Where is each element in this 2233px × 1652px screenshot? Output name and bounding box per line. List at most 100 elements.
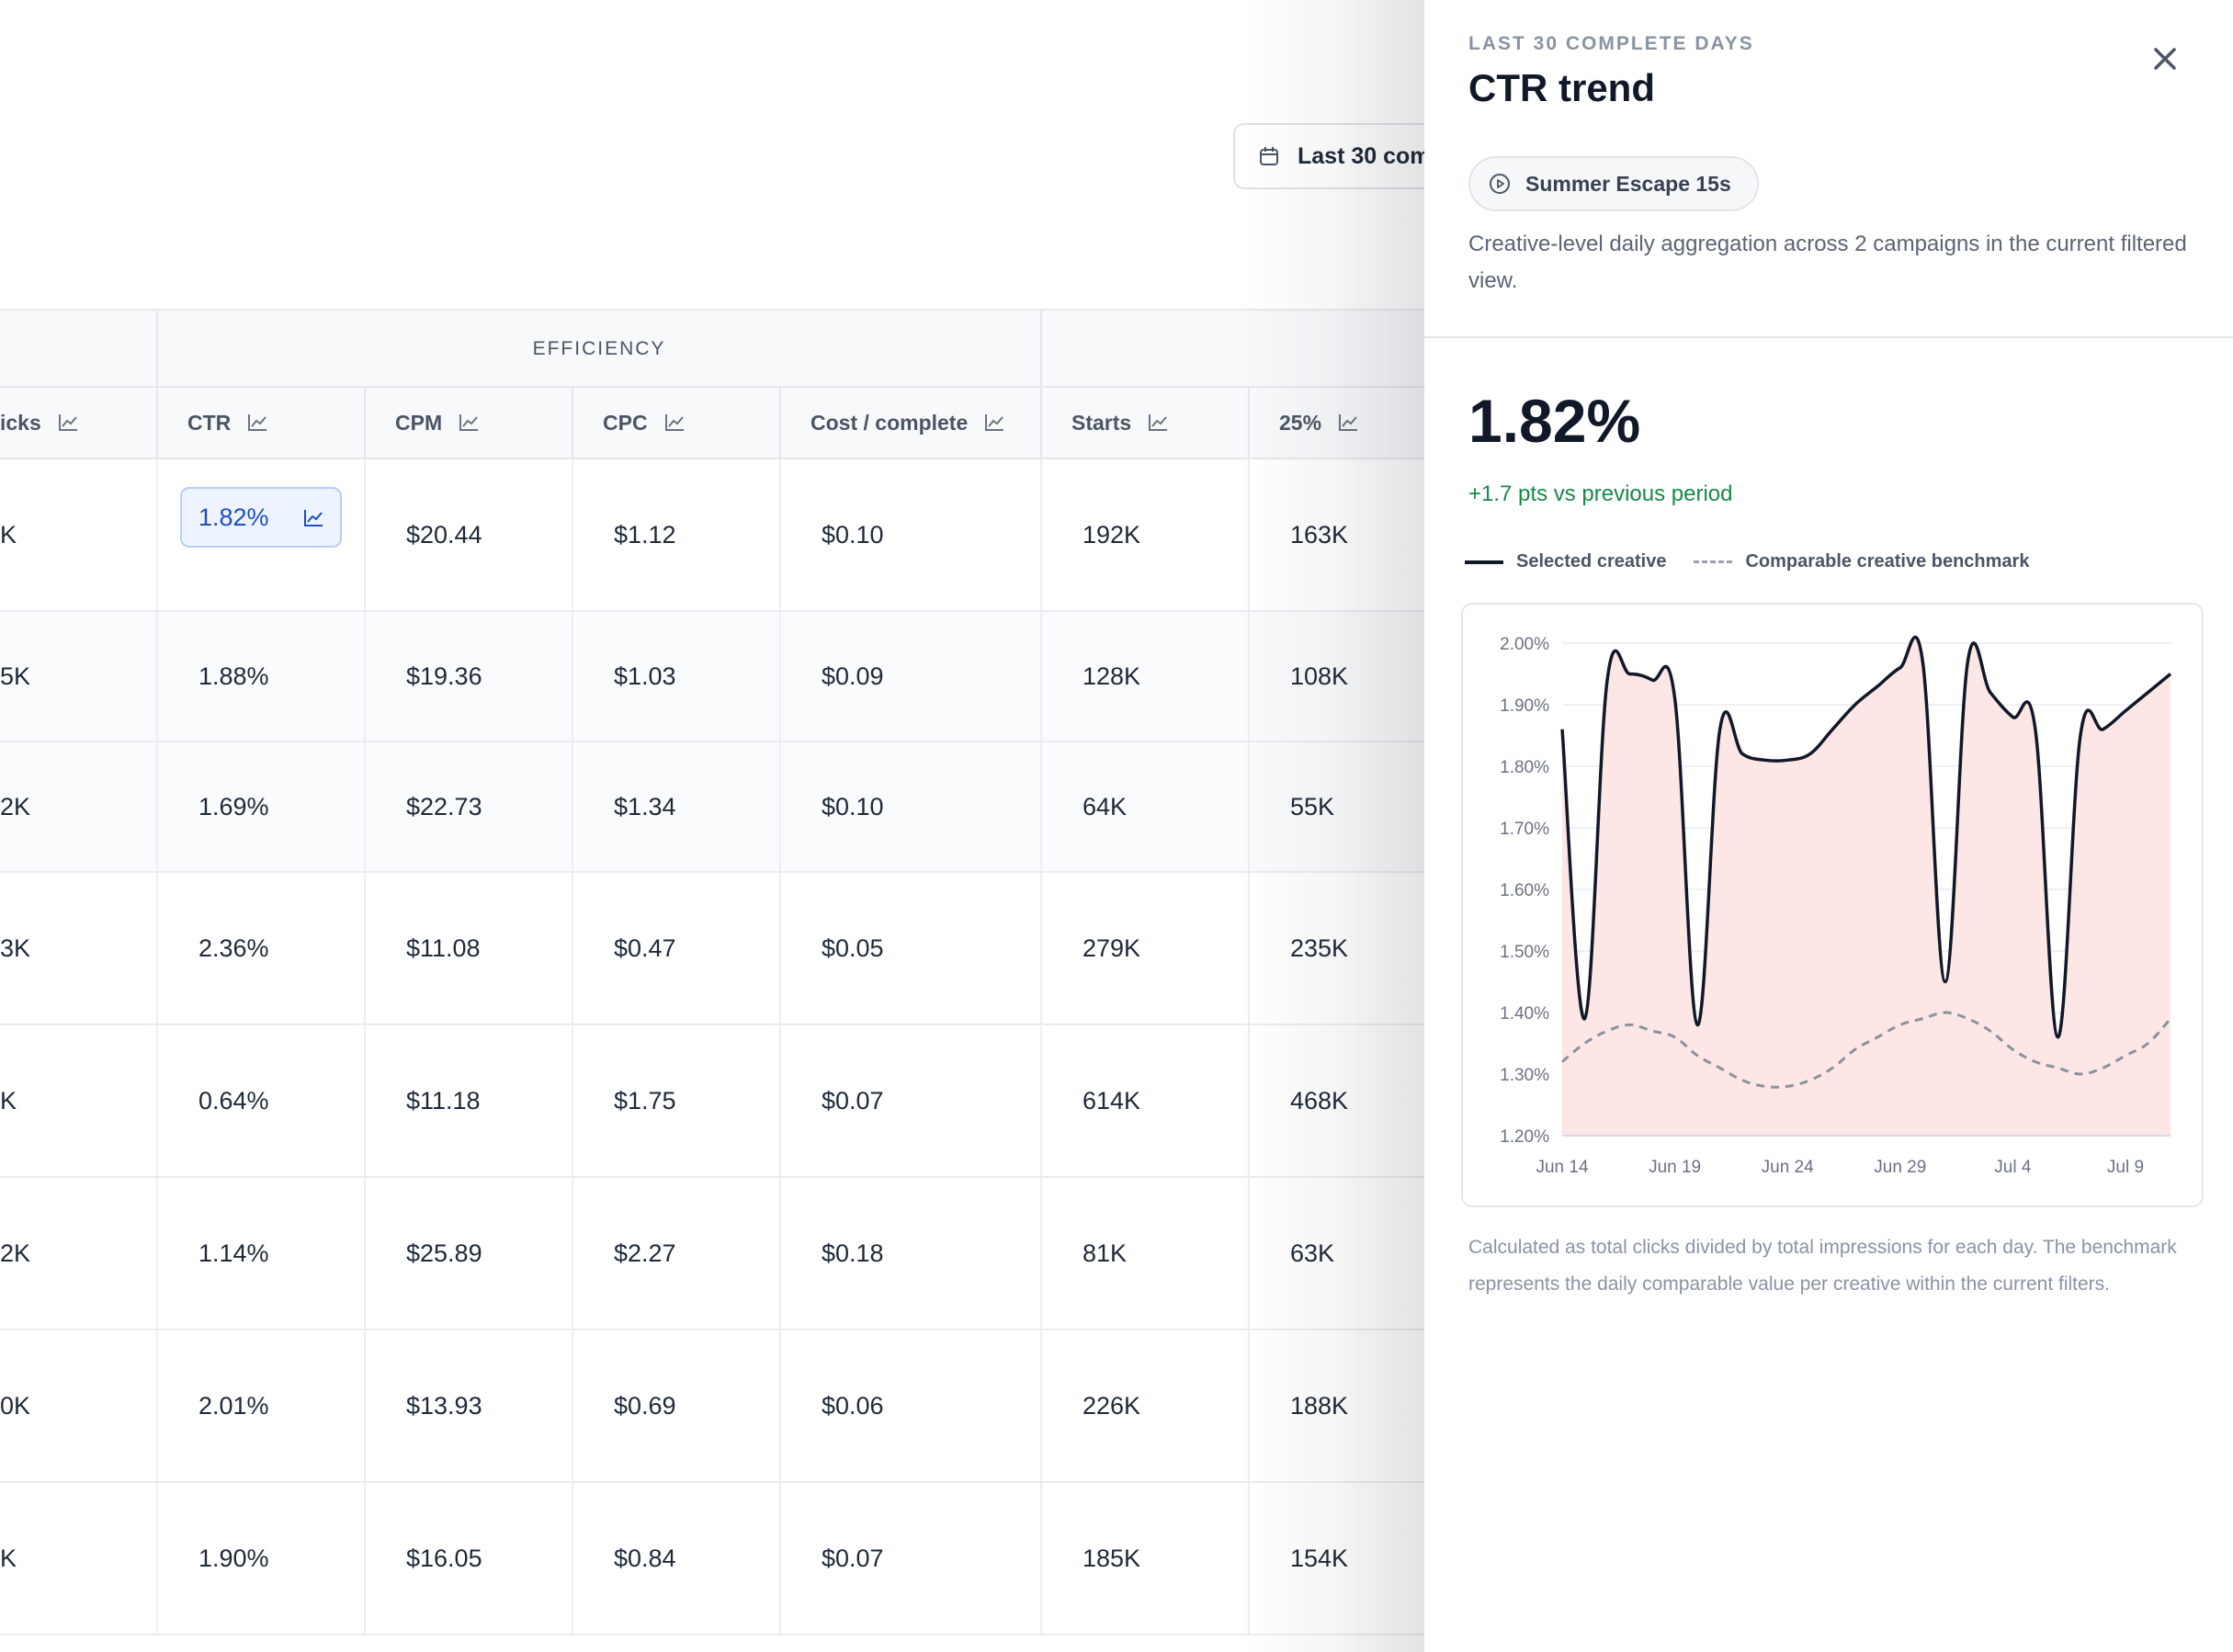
trend-chart-icon[interactable] [58, 413, 78, 432]
cell-cpm: $20.44 [364, 459, 572, 610]
trend-chart-icon[interactable] [1148, 413, 1168, 432]
cell-cost-per-complete: $0.10 [779, 459, 1040, 610]
cell-starts: 64K [1040, 742, 1248, 871]
chart-footnote: Calculated as total clicks divided by to… [1468, 1237, 2177, 1295]
cell-25-percent: 63K [1248, 1178, 1434, 1329]
cell-starts: 279K [1040, 873, 1248, 1024]
y-tick-label: 1.90% [1500, 696, 1549, 716]
calendar-icon [1260, 147, 1278, 165]
cell-25-percent: 108K [1248, 612, 1434, 741]
cell-starts: 128K [1040, 612, 1248, 741]
play-circle-icon [1490, 174, 1510, 194]
cell-cost-per-complete: $0.05 [779, 873, 1040, 1024]
table-row[interactable]: 5K 1.88% $19.36 $1.03 $0.09 128K 108K [0, 612, 1434, 742]
table-row[interactable]: K 0.64% $11.18 $1.75 $0.07 614K 468K [0, 1025, 1434, 1178]
cell-starts: 81K [1040, 1178, 1248, 1329]
drawer-description: Creative-level daily aggregation across … [1468, 232, 2187, 293]
ctr-trend-drawer: LAST 30 COMPLETE DAYS CTR trend Summer E… [1424, 0, 2233, 1652]
cell-cost-per-complete: $0.18 [779, 1178, 1040, 1329]
chart-legend: Selected creative Comparable creative be… [1465, 551, 2029, 572]
cell-cpm: $11.18 [364, 1025, 572, 1176]
column-header-clicks[interactable]: icks [0, 388, 156, 458]
cell-25-percent: 154K [1248, 1483, 1434, 1634]
x-tick-label: Jul 4 [1994, 1158, 2032, 1177]
cell-clicks: K [0, 1544, 17, 1572]
cell-cost-per-complete: $0.10 [779, 742, 1040, 871]
x-tick-label: Jun 29 [1874, 1158, 1926, 1177]
cell-cpc: $1.75 [572, 1025, 779, 1176]
column-header-cpc[interactable]: CPC [572, 388, 779, 458]
column-header-ctr[interactable]: CTR [156, 388, 364, 458]
cell-clicks: 2K [0, 1239, 31, 1267]
cell-cpc: $0.47 [572, 873, 779, 1024]
trend-chart-icon[interactable] [247, 413, 267, 432]
trend-chart-icon [304, 510, 323, 526]
column-header-starts[interactable]: Starts [1040, 388, 1248, 458]
drawer-title: CTR trend [1468, 66, 1655, 109]
cell-ctr: 1.14% [156, 1178, 364, 1329]
cell-25-percent: 235K [1248, 873, 1434, 1024]
selected-creative-series-line [1560, 635, 2172, 1039]
cell-ctr: 1.69% [156, 742, 364, 871]
cell-clicks: 3K [0, 933, 31, 962]
trend-chart-icon[interactable] [984, 413, 1004, 432]
cell-clicks: 5K [0, 662, 31, 690]
y-tick-label: 1.30% [1500, 1066, 1549, 1085]
y-tick-label: 1.70% [1500, 820, 1549, 839]
cell-25-percent: 163K [1248, 459, 1434, 610]
cell-cpm: $11.08 [364, 873, 572, 1024]
y-tick-label: 1.20% [1500, 1127, 1549, 1147]
cell-cost-per-complete: $0.07 [779, 1483, 1040, 1634]
cell-starts: 185K [1040, 1483, 1248, 1634]
cell-cpm: $22.73 [364, 742, 572, 871]
table-row[interactable]: 2K 1.14% $25.89 $2.27 $0.18 81K 63K [0, 1178, 1434, 1330]
trend-chart-icon[interactable] [459, 413, 479, 432]
column-group-row: EFFICIENCY [0, 309, 1434, 388]
ctr-trend-selected-button[interactable]: 1.82% [180, 487, 342, 548]
cell-25-percent: 188K [1248, 1330, 1434, 1481]
cell-starts: 226K [1040, 1330, 1248, 1481]
cell-clicks: 2K [0, 792, 31, 820]
y-tick-label: 1.50% [1500, 943, 1549, 962]
close-icon[interactable] [2147, 40, 2183, 77]
column-header-row: icks CTR CPM CPC Cost / complete Starts [0, 388, 1434, 459]
cell-cpm: $16.05 [364, 1483, 572, 1634]
metric-delta: +1.7 pts vs previous period [1468, 481, 1733, 506]
table-row[interactable]: K 1.90% $16.05 $0.84 $0.07 185K 154K [0, 1483, 1434, 1635]
table-row[interactable]: K $20.44 $1.12 $0.10 192K 163K 1.82% [0, 459, 1434, 612]
column-header-cpm[interactable]: CPM [364, 388, 572, 458]
column-header-25-percent[interactable]: 25% [1248, 388, 1434, 458]
cell-cost-per-complete: $0.06 [779, 1330, 1040, 1481]
column-group-efficiency: EFFICIENCY [156, 311, 1040, 388]
y-tick-label: 1.80% [1500, 758, 1549, 777]
table-row[interactable]: 2K 1.69% $22.73 $1.34 $0.10 64K 55K [0, 742, 1434, 873]
cell-25-percent: 55K [1248, 742, 1434, 871]
table-row[interactable]: 0K 2.01% $13.93 $0.69 $0.06 226K 188K [0, 1330, 1434, 1483]
trend-chart-icon[interactable] [664, 413, 685, 432]
ctr-trend-chart: 1.20% 1.30% 1.40% 1.50% 1.60% 1.70% 1.80% 1.90%… [1461, 603, 2204, 1207]
cell-starts: 614K [1040, 1025, 1248, 1176]
cell-cpm: $19.36 [364, 612, 572, 741]
cell-ctr: 2.01% [156, 1330, 364, 1481]
cell-ctr [156, 459, 364, 610]
trend-chart-icon[interactable] [1338, 413, 1358, 432]
cell-cpc: $2.27 [572, 1178, 779, 1329]
drawer-header: LAST 30 COMPLETE DAYS CTR trend Summer E… [1424, 0, 2233, 338]
column-header-cost-per-complete[interactable]: Cost / complete [779, 388, 1040, 458]
cell-cpm: $25.89 [364, 1178, 572, 1329]
legend-dashed-swatch [1694, 560, 1733, 563]
x-tick-label: Jun 19 [1649, 1158, 1701, 1177]
cell-ctr: 2.36% [156, 873, 364, 1024]
cell-cost-per-complete: $0.07 [779, 1025, 1040, 1176]
drawer-eyebrow: LAST 30 COMPLETE DAYS [1468, 33, 1754, 54]
cell-cpc: $1.03 [572, 612, 779, 741]
cell-cpc: $1.34 [572, 742, 779, 871]
cell-cpc: $0.84 [572, 1483, 779, 1634]
cell-25-percent: 468K [1248, 1025, 1434, 1176]
x-tick-label: Jun 14 [1536, 1158, 1588, 1177]
table-row[interactable]: 3K 2.36% $11.08 $0.47 $0.05 279K 235K [0, 873, 1434, 1025]
creative-chip-label: Summer Escape 15s [1525, 171, 1731, 196]
cell-clicks: K [0, 520, 17, 549]
cell-clicks: 0K [0, 1391, 31, 1420]
x-tick-label: Jul 9 [2107, 1158, 2144, 1177]
